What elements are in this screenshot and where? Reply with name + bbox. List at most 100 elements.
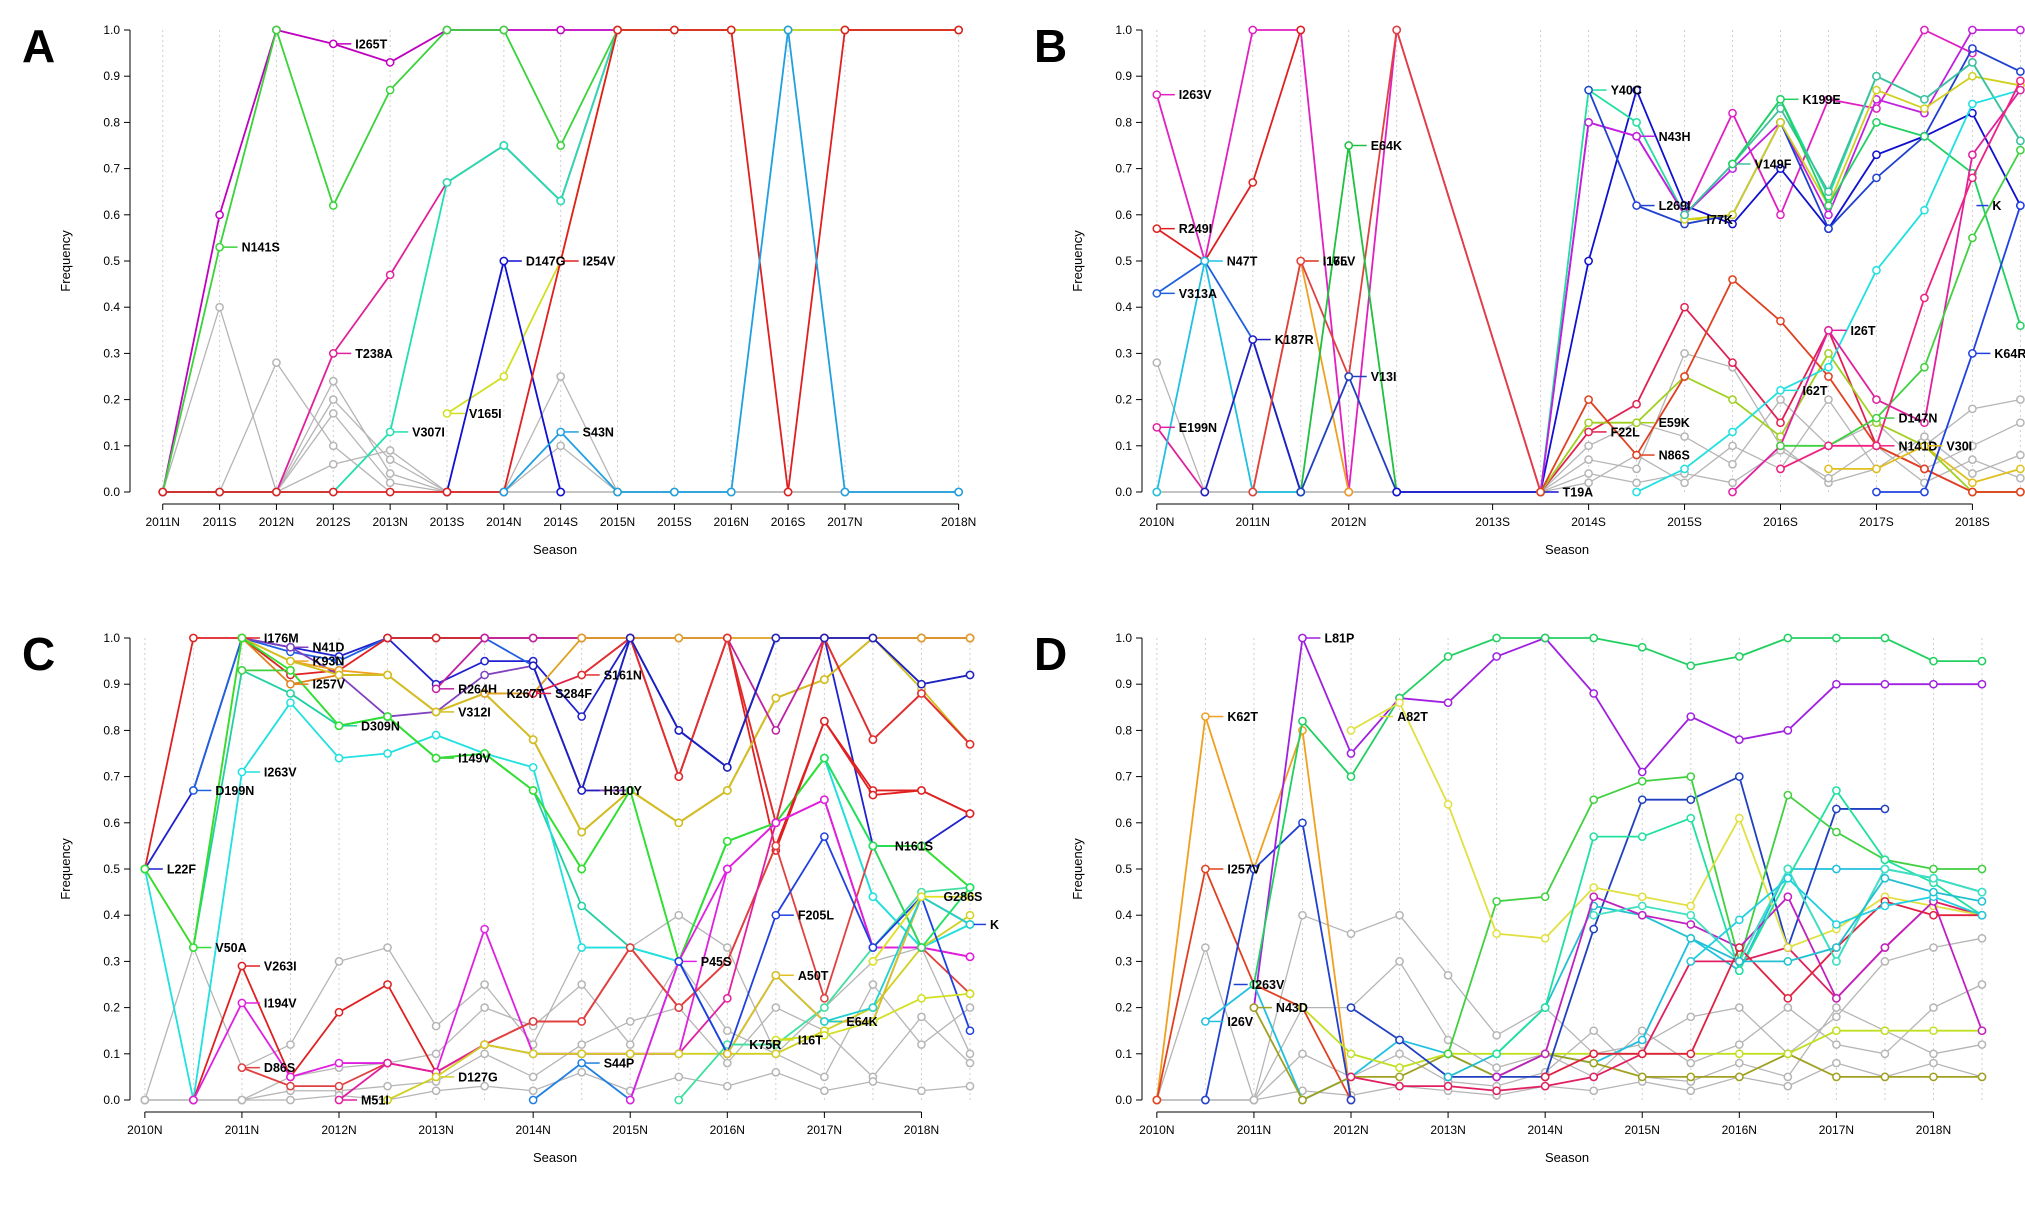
data-point [868,980,878,989]
panel-letter: B [1034,20,1067,72]
data-point [954,25,963,35]
annotation-label: I62T [1802,384,1827,398]
series-d86s [237,841,975,1091]
y-tick-label: 0.4 [103,300,120,314]
y-tick-label: 0.7 [1115,162,1132,176]
data-point [286,1095,295,1105]
x-tick-label: 2017N [807,1123,842,1137]
data-point [1880,943,1890,952]
data-point [431,707,441,717]
data-point [383,749,392,758]
y-tick-label: 0.8 [1115,723,1132,737]
data-point [385,487,395,497]
data-point [1200,256,1210,266]
data-point [1637,795,1647,805]
series-line [532,635,971,794]
data-point [771,1067,781,1077]
data-point [674,633,684,643]
data-point [726,487,736,497]
data-point [1783,1081,1793,1091]
data-point [1540,1081,1550,1091]
data-point [1824,441,1833,451]
data-point [431,1021,441,1031]
data-point [1298,1003,1307,1012]
data-point [965,883,975,892]
data-point [1589,832,1599,842]
data-point [674,910,684,920]
annotation-label: A50T [798,969,829,983]
data-point [383,1081,392,1091]
x-tick-label: 2012N [321,1123,356,1137]
data-point [1589,1072,1599,1082]
data-point [1920,94,1929,104]
series-line [1544,900,1982,1078]
data-point [1686,1049,1696,1059]
data-point [1872,118,1881,127]
data-point [868,957,878,966]
data-point [1824,349,1833,358]
data-point [1776,418,1785,428]
data-point [1929,679,1938,689]
data-point [1968,455,1977,465]
data-point [820,675,829,684]
data-point [1832,943,1841,952]
data-point [1783,726,1793,735]
data-point [442,25,452,35]
y-tick-label: 0.2 [103,1001,120,1015]
data-point [1395,1081,1404,1091]
data-point [1880,679,1890,689]
data-point [328,441,338,451]
data-point [1824,187,1833,197]
data-point [868,841,878,851]
x-tick-label: 2018S [1955,515,1990,529]
annotation-label: E59K [1659,416,1690,430]
series-line [1780,80,2022,470]
annotation-label: I263V [264,765,297,779]
series-line [1156,426,1206,493]
data-point [140,1095,150,1105]
data-point [625,786,635,795]
data-point [1728,358,1737,367]
data-point [1968,99,1977,109]
data-point [2016,67,2025,76]
data-point [328,459,338,469]
x-tick-label: 2018N [941,515,976,529]
data-point [965,952,975,962]
data-point [286,698,295,708]
data-point [917,679,926,689]
data-point [1872,85,1881,95]
data-point [286,679,295,689]
data-point [442,178,452,187]
data-point [1977,864,1987,874]
data-point [1298,716,1307,726]
data-point [1686,920,1696,929]
data-point [1492,633,1501,643]
data-point [771,841,781,851]
data-point [1783,873,1793,883]
data-point [286,665,295,675]
series-line [143,701,971,1101]
series-line [824,895,971,1023]
data-point [385,478,395,488]
data-point [1584,455,1593,465]
data-point [1395,1072,1404,1082]
y-tick-label: 0.7 [103,770,120,784]
data-point [1783,957,1793,966]
data-point [556,441,566,451]
data-point [1734,943,1744,952]
data-point [722,1081,732,1091]
data-point [1872,150,1881,160]
data-point [237,767,247,777]
series-line [1350,775,1885,1078]
data-point [480,1040,489,1049]
data-point [334,1095,344,1105]
x-tick-label: 2015N [600,515,635,529]
data-point [1728,441,1737,451]
x-tick-label: 2016N [1722,1123,1757,1137]
data-point [1968,469,1977,478]
data-point [965,739,975,749]
series-line [1350,701,1983,949]
series-r264h [431,633,975,735]
data-point [722,994,732,1003]
data-point [1734,1003,1744,1012]
